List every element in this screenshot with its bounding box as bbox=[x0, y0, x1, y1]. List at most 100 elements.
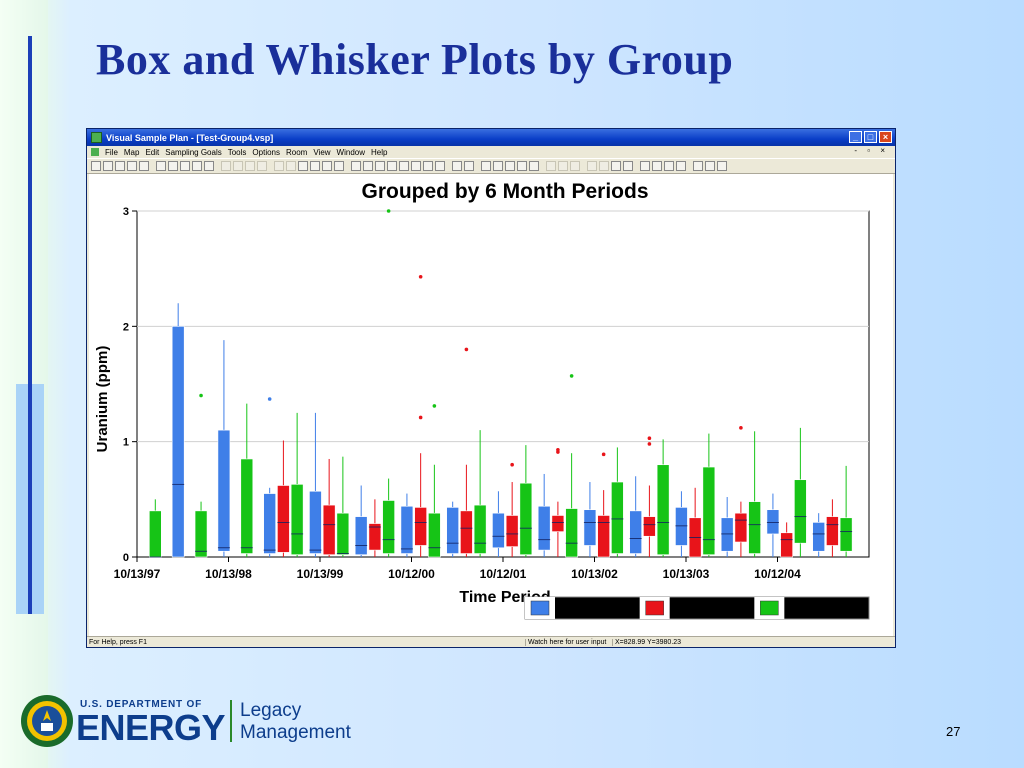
toolbar-button-icon[interactable] bbox=[599, 161, 609, 171]
outlier-green bbox=[386, 209, 391, 213]
box-red bbox=[734, 512, 748, 543]
toolbar-button-icon[interactable] bbox=[334, 161, 344, 171]
toolbar-button-icon[interactable] bbox=[481, 161, 491, 171]
box-red bbox=[322, 504, 336, 555]
toolbar-button-icon[interactable] bbox=[399, 161, 409, 171]
box-blue bbox=[675, 507, 688, 546]
plot-area[interactable]: Grouped by 6 Month Periods Time Period U… bbox=[89, 174, 893, 636]
toolbar-button-icon[interactable] bbox=[351, 161, 361, 171]
box-red bbox=[277, 485, 290, 553]
mdi-controls[interactable]: - ▫ × bbox=[854, 146, 889, 155]
legend-swatch-blue bbox=[530, 600, 550, 616]
toolbar-button-icon[interactable] bbox=[452, 161, 462, 171]
close-icon[interactable]: × bbox=[879, 131, 892, 143]
toolbar-button-icon[interactable] bbox=[180, 161, 190, 171]
outlier-red bbox=[647, 442, 652, 446]
toolbar-button-icon[interactable] bbox=[517, 161, 527, 171]
toolbar-button-icon[interactable] bbox=[298, 161, 308, 171]
menu-map[interactable]: Map bbox=[123, 147, 140, 157]
status-help: For Help, press F1 bbox=[89, 638, 147, 646]
toolbar-button-icon[interactable] bbox=[464, 161, 474, 171]
toolbar-button-icon[interactable] bbox=[664, 161, 674, 171]
toolbar-button-icon[interactable] bbox=[587, 161, 597, 171]
outlier-red bbox=[739, 426, 743, 430]
box-red bbox=[414, 507, 427, 546]
menu-help[interactable]: Help bbox=[371, 147, 388, 157]
toolbar-button-icon[interactable] bbox=[245, 161, 255, 171]
toolbar-button-icon[interactable] bbox=[570, 161, 580, 171]
x-tick-label: 10/13/97 bbox=[114, 567, 161, 581]
toolbar-button-icon[interactable] bbox=[310, 161, 320, 171]
toolbar-button-icon[interactable] bbox=[115, 161, 125, 171]
toolbar-button-icon[interactable] bbox=[274, 161, 284, 171]
toolbar-button-icon[interactable] bbox=[623, 161, 633, 171]
menu-window[interactable]: Window bbox=[336, 147, 365, 157]
toolbar-button-icon[interactable] bbox=[423, 161, 433, 171]
chart-title: Grouped by 6 Month Periods bbox=[361, 180, 648, 203]
toolbar-button-icon[interactable] bbox=[505, 161, 515, 171]
toolbar-button-icon[interactable] bbox=[322, 161, 332, 171]
toolbar-button-icon[interactable] bbox=[652, 161, 662, 171]
toolbar-button-icon[interactable] bbox=[529, 161, 539, 171]
toolbar-button-icon[interactable] bbox=[693, 161, 703, 171]
toolbar-button-icon[interactable] bbox=[717, 161, 727, 171]
toolbar-button-icon[interactable] bbox=[387, 161, 397, 171]
menu-view[interactable]: View bbox=[313, 147, 331, 157]
box-green bbox=[656, 464, 670, 555]
maximize-icon[interactable]: □ bbox=[864, 131, 877, 143]
menu-room[interactable]: Room bbox=[286, 147, 308, 157]
y-tick-label: 1 bbox=[123, 437, 129, 449]
toolbar-button-icon[interactable] bbox=[363, 161, 373, 171]
app-window: Visual Sample Plan - [Test-Group4.vsp] _… bbox=[86, 128, 896, 648]
toolbar-button-icon[interactable] bbox=[676, 161, 686, 171]
outlier-red bbox=[647, 436, 652, 441]
toolbar-button-icon[interactable] bbox=[493, 161, 503, 171]
toolbar-button-icon[interactable] bbox=[558, 161, 568, 171]
legend bbox=[524, 596, 870, 620]
outlier-red bbox=[418, 415, 423, 420]
menu-sampling-goals[interactable]: Sampling Goals bbox=[165, 147, 222, 157]
toolbar-button-icon[interactable] bbox=[705, 161, 715, 171]
toolbar-button-icon[interactable] bbox=[435, 161, 445, 171]
box-green bbox=[240, 458, 254, 554]
x-tick-label: 10/13/98 bbox=[205, 567, 252, 581]
legend-swatch-red bbox=[645, 600, 664, 616]
toolbar-button-icon[interactable] bbox=[168, 161, 178, 171]
box-red bbox=[826, 516, 839, 546]
toolbar-button-icon[interactable] bbox=[103, 161, 113, 171]
x-tick-label: 10/13/99 bbox=[297, 567, 344, 581]
menu-edit[interactable]: Edit bbox=[145, 147, 160, 157]
toolbar-button-icon[interactable] bbox=[156, 161, 166, 171]
toolbar-button-icon[interactable] bbox=[204, 161, 214, 171]
footer-divider bbox=[230, 700, 232, 742]
toolbar-button-icon[interactable] bbox=[91, 161, 101, 171]
minimize-icon[interactable]: _ bbox=[849, 131, 862, 143]
menu-options[interactable]: Options bbox=[252, 147, 280, 157]
toolbar-button-icon[interactable] bbox=[375, 161, 385, 171]
box-green bbox=[336, 512, 350, 555]
window-titlebar[interactable]: Visual Sample Plan - [Test-Group4.vsp] _… bbox=[87, 129, 895, 146]
box-green bbox=[148, 510, 162, 558]
toolbar-button-icon[interactable] bbox=[139, 161, 149, 171]
toolbar-button-icon[interactable] bbox=[221, 161, 231, 171]
toolbar-button-icon[interactable] bbox=[286, 161, 296, 171]
toolbar-button-icon[interactable] bbox=[546, 161, 556, 171]
toolbar bbox=[87, 158, 895, 174]
toolbar-button-icon[interactable] bbox=[192, 161, 202, 171]
status-input: Watch here for user input bbox=[525, 638, 612, 646]
toolbar-button-icon[interactable] bbox=[411, 161, 421, 171]
toolbar-button-icon[interactable] bbox=[127, 161, 137, 171]
outlier-blue bbox=[267, 397, 272, 401]
toolbar-button-icon[interactable] bbox=[611, 161, 621, 171]
toolbar-button-icon[interactable] bbox=[233, 161, 243, 171]
menu-file[interactable]: File bbox=[105, 147, 118, 157]
x-tick-label: 10/13/03 bbox=[663, 567, 710, 581]
box-blue bbox=[492, 512, 505, 549]
toolbar-button-icon[interactable] bbox=[257, 161, 267, 171]
outlier-red bbox=[464, 347, 469, 352]
app-icon bbox=[91, 132, 102, 143]
toolbar-button-icon[interactable] bbox=[640, 161, 650, 171]
left-accent-bar bbox=[28, 36, 32, 614]
x-tick-label: 10/12/00 bbox=[388, 567, 435, 581]
menu-tools[interactable]: Tools bbox=[227, 147, 247, 157]
